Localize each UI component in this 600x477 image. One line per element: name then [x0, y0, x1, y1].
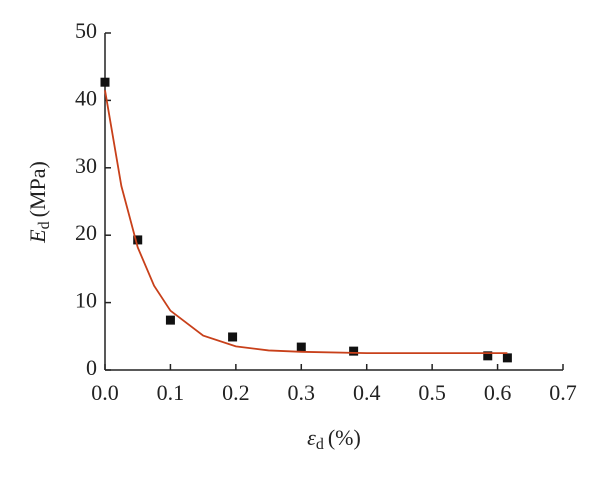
x-tick-label: 0.7 [549, 380, 577, 405]
y-tick-label: 30 [75, 153, 97, 178]
y-tick-label: 20 [75, 220, 97, 245]
x-axis-label: εd (%) [307, 425, 361, 453]
x-tick-label: 0.2 [222, 380, 250, 405]
x-tick-label: 0.0 [91, 380, 119, 405]
x-tick-label: 0.4 [353, 380, 381, 405]
y-axis-label: Ed(MPa) [25, 161, 53, 244]
y-tick-label: 0 [86, 355, 97, 380]
y-tick-label: 50 [75, 18, 97, 43]
x-tick-label: 0.6 [484, 380, 512, 405]
y-tick-label: 40 [75, 85, 97, 110]
data-point [100, 77, 110, 87]
data-point [502, 353, 512, 363]
data-point [349, 346, 359, 356]
y-tick-label: 10 [75, 288, 97, 313]
x-tick-label: 0.1 [157, 380, 185, 405]
data-point [133, 235, 143, 245]
fit-curve [104, 90, 508, 355]
data-point [165, 315, 175, 325]
data-point [296, 342, 306, 352]
x-tick-label: 0.3 [288, 380, 316, 405]
data-point [483, 351, 493, 361]
x-tick-label: 0.5 [418, 380, 446, 405]
data-point [228, 332, 238, 342]
